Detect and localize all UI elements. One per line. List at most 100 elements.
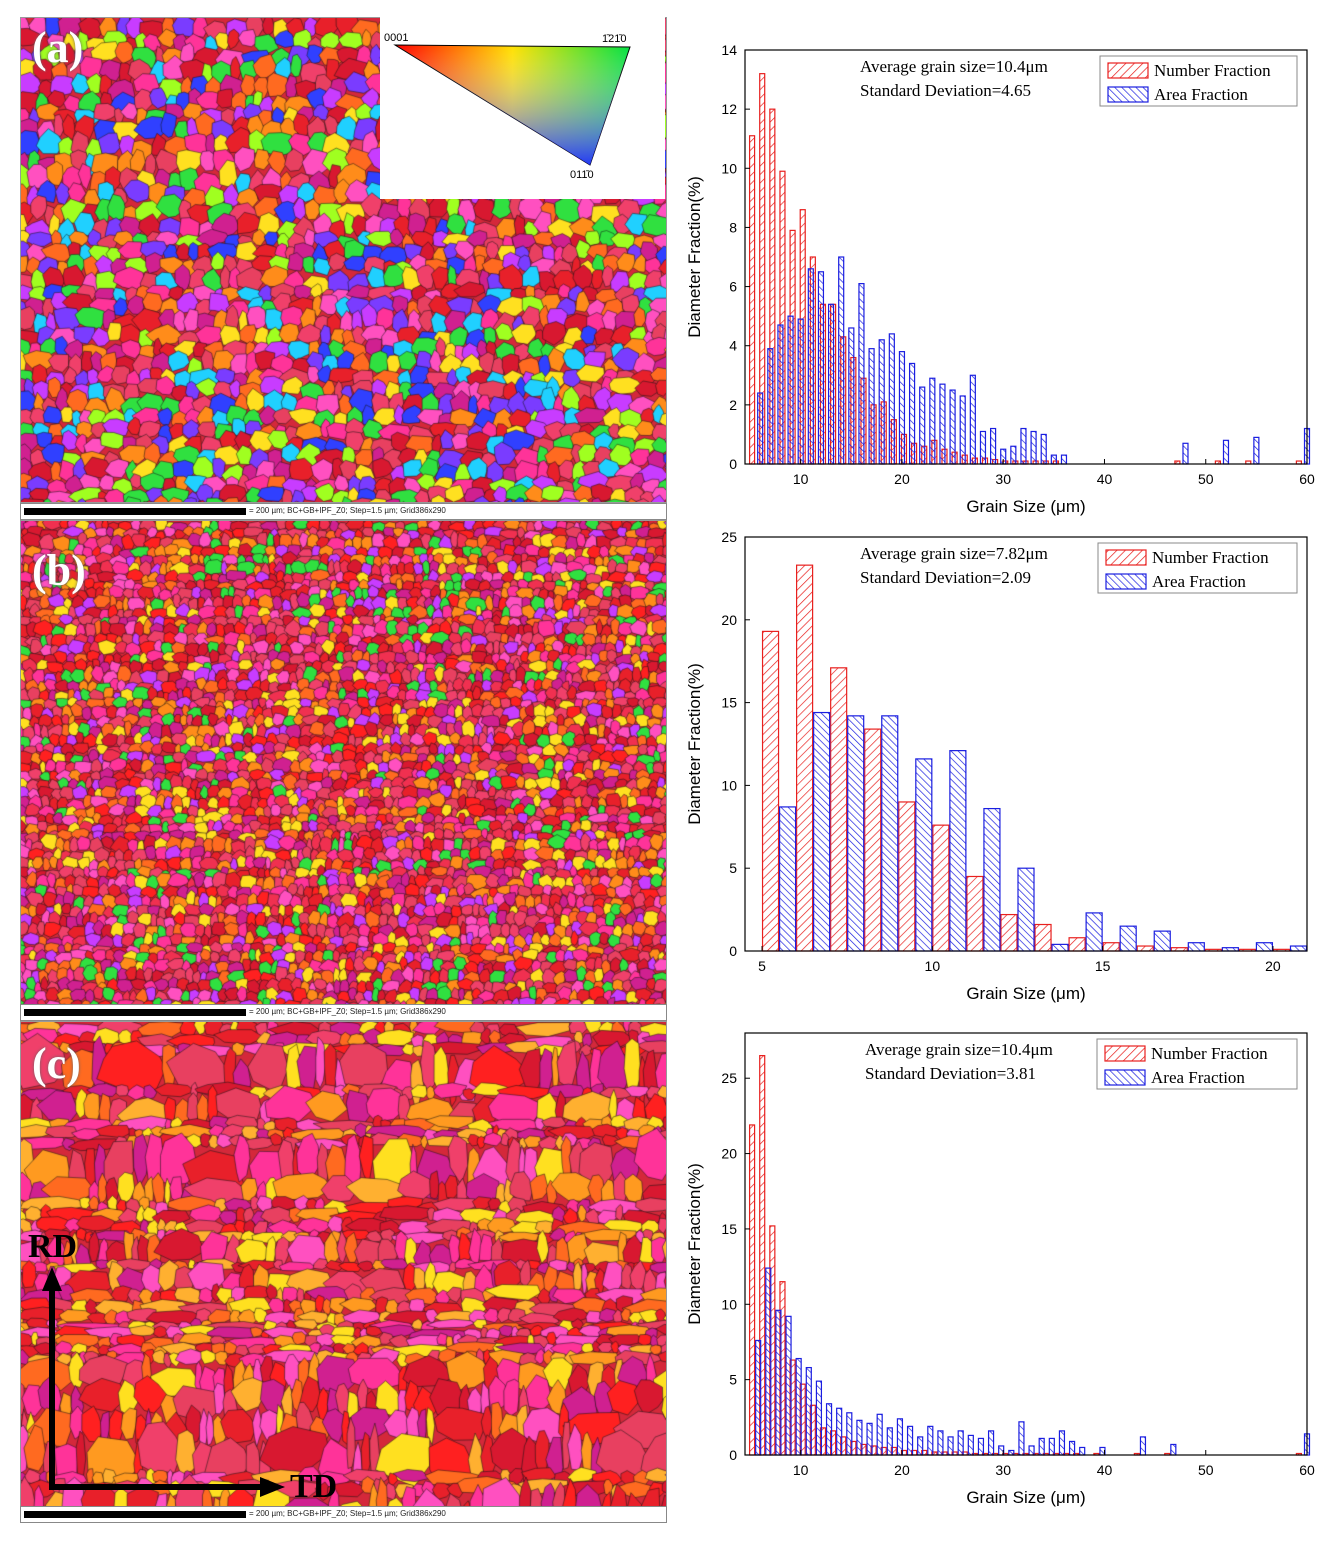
y-axis-label: Diameter Fraction(%) [685, 176, 704, 338]
area-fraction-bar [1051, 943, 1069, 952]
area-fraction-bar [929, 377, 936, 465]
area-fraction-bar [1058, 1430, 1066, 1456]
scale-bar-a: = 200 µm; BC+GB+IPF_Z0; Step=1.5 µm; Gri… [20, 503, 667, 520]
average-grain-size-annotation: Average grain size=10.4μm [860, 57, 1048, 76]
plot-frame [744, 49, 1308, 465]
x-tick-label: 20 [894, 471, 910, 487]
y-tick-label: 15 [721, 1221, 737, 1237]
area-fraction-bar [915, 758, 933, 952]
area-fraction-bar [1048, 1437, 1055, 1456]
area-fraction-bar [1068, 1440, 1076, 1456]
y-tick-label: 10 [721, 777, 737, 793]
y-tick-label: 0 [729, 943, 737, 959]
number-fraction-bar [1000, 913, 1018, 952]
area-fraction-bar [825, 1403, 833, 1456]
ipf-corner-1210: 1̄21̄0 [602, 33, 626, 45]
area-fraction-bar [856, 1419, 863, 1456]
y-tick-label: 0 [729, 1447, 737, 1463]
plot-frame [744, 1032, 1308, 1456]
direction-arrows [42, 1267, 285, 1497]
area-fraction-bar [979, 430, 987, 465]
x-tick-label: 60 [1299, 471, 1315, 487]
area-fraction-bar [848, 327, 855, 465]
area-fraction-bar [815, 1380, 823, 1456]
area-fraction-bar [949, 389, 956, 465]
x-axis-label: Grain Size (μm) [966, 497, 1085, 516]
scale-bar-a-line [24, 508, 246, 515]
area-fraction-bar [866, 1422, 873, 1456]
y-axis-label: Diameter Fraction(%) [685, 1163, 704, 1325]
area-fraction-bar [813, 711, 831, 952]
standard-deviation-annotation: Standard Deviation=3.81 [865, 1064, 1036, 1083]
legend-swatch-area-fraction [1105, 573, 1147, 590]
area-fraction-bar [886, 1427, 893, 1456]
area-fraction-bar [1119, 925, 1137, 952]
area-fraction-bar [1018, 1421, 1025, 1456]
x-tick-label: 50 [1198, 1462, 1214, 1478]
area-fraction-bar [908, 362, 916, 465]
x-tick-label: 20 [894, 1462, 910, 1478]
x-tick-label: 5 [758, 958, 766, 974]
area-fraction-bar [1010, 445, 1017, 465]
y-tick-label: 0 [729, 456, 737, 472]
x-tick-label: 30 [995, 471, 1011, 487]
area-fraction-bar [987, 1430, 995, 1456]
area-fraction-bar [755, 1339, 762, 1456]
legend-swatch-number-fraction [1107, 62, 1149, 79]
number-fraction-bar [898, 801, 916, 952]
number-fraction-bar [1136, 945, 1154, 952]
area-fraction-bar [937, 1430, 944, 1456]
area-fraction-bar [1020, 427, 1027, 465]
ipf-triangle-blue-overlay [395, 45, 630, 165]
td-label: TD [290, 1468, 338, 1505]
chart-grain-size-b: 0 5 10 15 20 25 5 10 15 20 Grain Size (μm) Diameter… [685, 529, 1308, 1003]
rd-label: RD [28, 1228, 78, 1265]
x-axis-label: Grain Size (μm) [966, 984, 1085, 1003]
y-axis-label: Diameter Fraction(%) [685, 663, 704, 825]
legend-label-area-fraction: Area Fraction [1152, 572, 1246, 591]
area-fraction-bar [777, 324, 784, 465]
area-fraction-bar [1028, 1445, 1035, 1456]
number-fraction-bar [1102, 942, 1120, 952]
area-fraction-bar [947, 1436, 954, 1456]
standard-deviation-annotation: Standard Deviation=2.09 [860, 568, 1031, 587]
area-fraction-bar [817, 271, 825, 465]
area-fraction-bar [858, 283, 865, 465]
area-fraction-bar [1139, 1436, 1147, 1456]
legend-label-area-fraction: Area Fraction [1151, 1068, 1245, 1087]
legend-label-number-fraction: Number Fraction [1152, 548, 1269, 567]
x-tick-label: 10 [793, 471, 809, 487]
y-tick-label: 5 [729, 1372, 737, 1388]
area-fraction-bar [989, 427, 997, 465]
x-tick-label: 15 [1095, 958, 1111, 974]
area-fraction-bar [919, 386, 926, 465]
area-fraction-bar [868, 348, 875, 465]
scale-bar-b-line [24, 1009, 246, 1016]
area-fraction-bar [977, 1437, 985, 1456]
number-fraction-bar [748, 1124, 756, 1456]
y-tick-label: 10 [721, 160, 737, 176]
panel-label-b: (b) [32, 546, 86, 595]
x-tick-label: 20 [1265, 958, 1281, 974]
x-tick-label: 10 [925, 958, 941, 974]
legend-label-area-fraction: Area Fraction [1154, 85, 1248, 104]
legend-swatch-area-fraction [1104, 1069, 1146, 1086]
legend-swatch-number-fraction [1105, 549, 1147, 566]
number-fraction-bar [864, 728, 882, 952]
area-fraction-bar [1289, 945, 1308, 952]
x-axis-label: Grain Size (μm) [966, 1488, 1085, 1507]
area-fraction-bar [967, 1434, 974, 1456]
panel-label-c: (c) [32, 1039, 81, 1088]
area-fraction-bar [1050, 454, 1057, 465]
legend-label-number-fraction: Number Fraction [1151, 1044, 1268, 1063]
plot-frame [744, 536, 1308, 952]
y-tick-label: 2 [729, 397, 737, 413]
ipf-color-key: 0001 1̄21̄0 011̄0 [380, 17, 665, 199]
ebsd-map-c [20, 1021, 667, 1507]
y-tick-label: 25 [721, 529, 737, 545]
area-fraction-bar [983, 807, 1001, 952]
number-fraction-bar [748, 135, 756, 465]
area-fraction-bar [1030, 430, 1037, 465]
area-fraction-bar [888, 333, 895, 465]
area-fraction-bar [959, 395, 966, 465]
